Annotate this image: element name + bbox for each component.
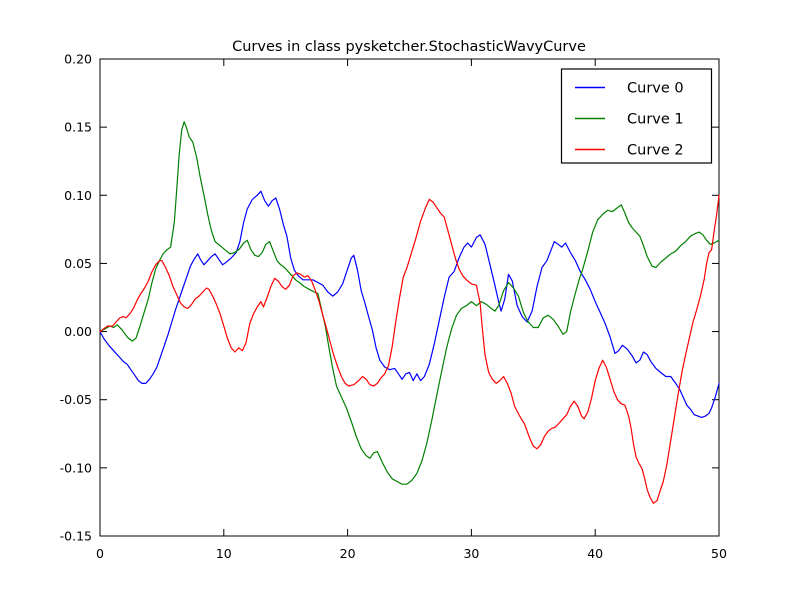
curve-line-1 xyxy=(99,121,720,485)
x-tick-label: 30 xyxy=(463,546,479,561)
y-tick-label: -0.10 xyxy=(60,460,92,475)
legend-entry-label: Curve 1 xyxy=(627,112,684,128)
labels-layer: 0 10 20 30 40 50 0.20 0.15 0.10 0.05 0.00 -0.05 -0.1… xyxy=(60,52,727,562)
y-tick-label: -0.05 xyxy=(60,392,92,407)
x-tick-label: 40 xyxy=(587,546,603,561)
x-tick-label: 0 xyxy=(96,546,104,561)
legend-box xyxy=(560,68,713,164)
y-tick-label: -0.15 xyxy=(60,529,92,544)
legend-entry-label: Curve 2 xyxy=(627,143,684,159)
curves-layer xyxy=(99,121,720,504)
x-tick-label: 50 xyxy=(711,546,727,561)
y-tick-label: 0.00 xyxy=(64,324,92,339)
x-tick-label: 20 xyxy=(340,546,356,561)
curve-line-0 xyxy=(99,190,720,418)
y-tick-label: 0.20 xyxy=(64,52,92,67)
legend: Curve 0 Curve 1 Curve 2 xyxy=(560,68,713,164)
chart-title: Curves in class pysketcher.StochasticWav… xyxy=(232,39,586,55)
x-tick-label: 10 xyxy=(216,546,232,561)
y-tick-label: 0.05 xyxy=(64,256,92,271)
legend-entry-label: Curve 0 xyxy=(627,81,684,97)
y-tick-label: 0.15 xyxy=(64,120,92,135)
y-tick-label: 0.10 xyxy=(64,188,92,203)
curve-line-2 xyxy=(99,194,720,504)
